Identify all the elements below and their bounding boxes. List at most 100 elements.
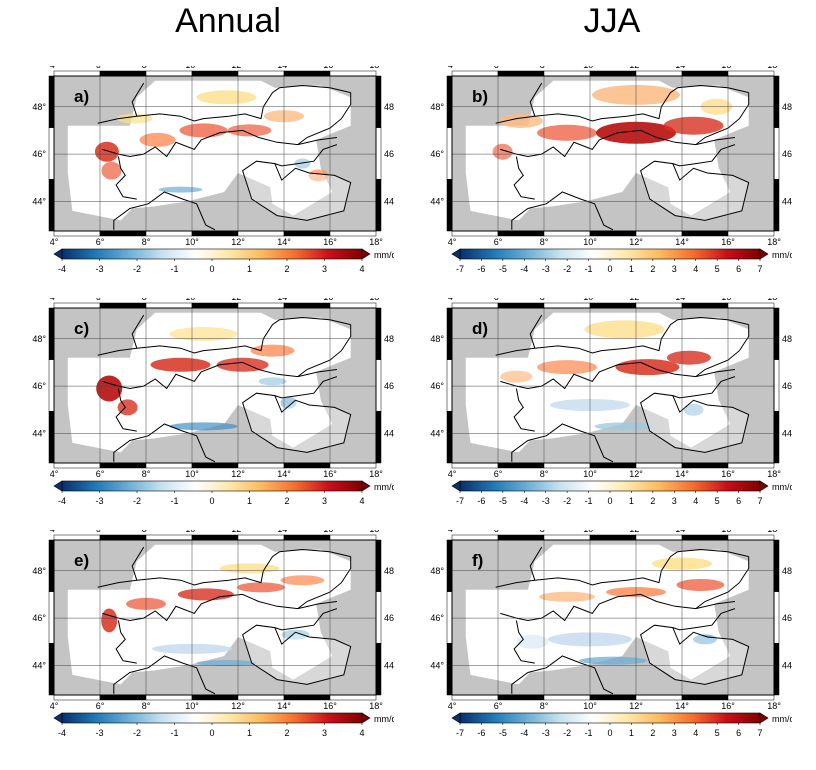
map-frame-segment: [145, 230, 193, 237]
country-border: [131, 546, 145, 581]
lon-tick-label: 6°: [96, 469, 105, 479]
lat-tick-label: 46°: [384, 149, 394, 159]
lon-tick-label: 12°: [231, 66, 245, 70]
colorbar-tick-label: -4: [520, 496, 528, 506]
map-frame-segment: [446, 179, 453, 232]
lon-tick-label: 4°: [50, 469, 59, 479]
panel-label: f): [472, 551, 483, 570]
map-frame-segment: [773, 179, 780, 232]
country-border: [274, 144, 338, 167]
country-border: [695, 556, 750, 609]
lat-tick-label: 46°: [782, 149, 792, 159]
lat-tick-label: 46°: [782, 381, 792, 391]
coastline: [640, 160, 750, 221]
lon-tick-label: 6°: [96, 298, 105, 302]
anomaly-positive: [150, 357, 211, 372]
lon-tick-label: 12°: [231, 469, 245, 479]
country-border: [274, 608, 338, 631]
lat-tick-label: 44°: [430, 428, 444, 438]
map-frame-segment: [191, 230, 239, 237]
colorbar-tick-label: -5: [499, 496, 507, 506]
country-border: [500, 361, 735, 390]
map-frame-segment: [48, 539, 55, 592]
map-frame-segment: [773, 307, 780, 360]
lat-tick-label: 44°: [782, 196, 792, 206]
anomaly-negative: [683, 403, 704, 416]
map-frame-segment: [635, 70, 683, 77]
lat-tick-label: 48°: [32, 102, 46, 112]
colorbar-tick-label: -3: [542, 496, 550, 506]
lat-tick-label: 48°: [782, 334, 792, 344]
map-frame-segment: [446, 539, 453, 592]
coastline: [242, 624, 352, 685]
map-frame-segment: [543, 534, 591, 541]
map-frame-segment: [589, 230, 637, 237]
map-frame-segment: [681, 230, 729, 237]
lon-tick-label: 10°: [185, 298, 199, 302]
anomaly-positive: [227, 124, 272, 137]
anomaly-positive: [237, 582, 285, 593]
colorbar-tick-label: -1: [170, 496, 178, 506]
map-area: [452, 540, 774, 695]
colorbar-tick-label: -7: [456, 264, 464, 274]
map-panel: 4° 4° 6° 6° 8° 8° 10° 10° 12° 12° 14° 14° 16° 16° 18° 1…: [430, 66, 792, 274]
anomaly-negative: [169, 422, 238, 431]
anomaly-positive: [179, 123, 228, 138]
country-border: [695, 324, 750, 377]
lon-tick-label: 16°: [721, 66, 735, 70]
country-border: [115, 388, 137, 432]
colorbar-tick-label: -2: [133, 496, 141, 506]
map-frame-segment: [237, 70, 285, 77]
country-border: [131, 82, 145, 117]
colorbar-tick-label: -1: [585, 264, 593, 274]
map-frame-segment: [773, 591, 780, 644]
colorbar-unit: mm/day: [772, 250, 792, 260]
lat-tick-label: 48°: [430, 334, 444, 344]
colorbar-min-arrow: [451, 248, 461, 260]
colorbar-unit: mm/day: [772, 482, 792, 492]
lon-tick-label: 8°: [540, 701, 549, 711]
lat-tick-label: 44°: [782, 428, 792, 438]
lat-tick-label: 46°: [32, 381, 46, 391]
lat-tick-label: 48°: [430, 566, 444, 576]
lat-tick-label: 44°: [32, 660, 46, 670]
colorbar-tick-label: 3: [672, 728, 677, 738]
colorbar: [61, 480, 363, 492]
anomaly-positive: [308, 169, 329, 182]
map-frame-segment: [53, 302, 101, 309]
colorbar-tick-label: 5: [715, 728, 720, 738]
lon-tick-label: 14°: [675, 701, 689, 711]
lon-tick-label: 18°: [369, 701, 383, 711]
colorbar-tick-label: -7: [456, 496, 464, 506]
map-frame-segment: [375, 411, 382, 464]
lon-tick-label: 6°: [494, 237, 503, 247]
lon-tick-label: 18°: [369, 298, 383, 302]
coastline: [511, 423, 614, 463]
lon-tick-label: 4°: [50, 237, 59, 247]
map-frame-segment: [635, 462, 683, 469]
colorbar-tick-label: 2: [284, 264, 289, 274]
colorbar-tick-label: 7: [757, 496, 762, 506]
map-frame-segment: [53, 534, 101, 541]
colorbar-tick-label: -1: [170, 728, 178, 738]
lon-tick-label: 4°: [448, 469, 457, 479]
lon-tick-label: 14°: [277, 237, 291, 247]
lon-tick-label: 10°: [185, 66, 199, 70]
adriatic-sea: [640, 625, 749, 685]
country-border: [297, 556, 352, 609]
lon-tick-label: 14°: [277, 66, 291, 70]
lon-tick-label: 12°: [231, 298, 245, 302]
lon-tick-label: 12°: [231, 701, 245, 711]
lon-tick-label: 10°: [583, 469, 597, 479]
colorbar-tick-label: -1: [170, 264, 178, 274]
coastline: [511, 191, 614, 231]
map-frame: [53, 75, 377, 232]
lon-tick-label: 4°: [448, 530, 457, 534]
map-frame-segment: [48, 127, 55, 180]
lon-tick-label: 18°: [767, 530, 781, 534]
map-frame-segment: [727, 70, 775, 77]
country-border: [274, 376, 338, 399]
map-frame-segment: [145, 70, 193, 77]
lon-tick-label: 8°: [142, 469, 151, 479]
colorbar-tick-label: -3: [95, 496, 103, 506]
